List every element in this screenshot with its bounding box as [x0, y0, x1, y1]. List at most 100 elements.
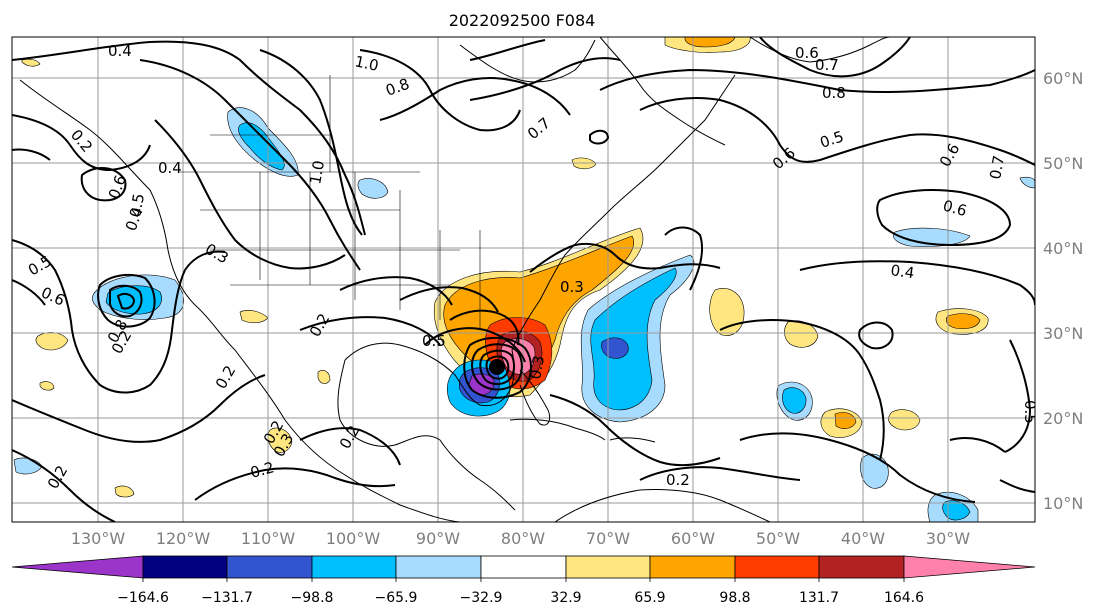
colorbar-tick-labels: −164.6 −131.7 −98.8 −65.9 −32.9 32.9 65.… [117, 590, 924, 606]
contour-label: 1.0 [353, 52, 380, 75]
colorbar-tick-label: 65.9 [634, 590, 665, 606]
colorbar-tick-label: 32.9 [550, 590, 581, 606]
contour-label: 0.7 [986, 154, 1008, 181]
contour-label: 0.2 [248, 458, 276, 482]
north-america-west-coast [19, 79, 461, 522]
south-america [554, 489, 771, 522]
cold-anomaly-east-3-core [942, 500, 971, 521]
colorbar-bin [311, 555, 397, 579]
lat-label: 20°N [1043, 409, 1083, 428]
contour-label: 0.7 [815, 56, 839, 74]
storm-ring-2 [471, 343, 523, 391]
colorbar-tick-label: 131.7 [799, 590, 839, 606]
cold-anomaly-atlantic-inner [590, 267, 677, 411]
colorbar-extend-low [11, 555, 144, 579]
colorbar-tick-label: −32.9 [460, 590, 503, 606]
colorbar-tick-label: −131.7 [201, 590, 253, 606]
contour-3 [154, 119, 346, 270]
contour-14 [12, 148, 51, 161]
contour-label: 0.2 [666, 471, 690, 489]
contour-label: 0.5 [126, 192, 148, 219]
colorbar-tick-label: −65.9 [375, 590, 418, 606]
contour-layer [12, 37, 1035, 522]
contour-23 [194, 467, 396, 501]
contour-label: 0.4 [158, 159, 182, 177]
graticule [12, 37, 1035, 522]
contour-18 [97, 273, 156, 328]
colorbar-bin [395, 555, 482, 579]
contour-27 [399, 286, 499, 313]
colorbar-bin [226, 555, 313, 579]
lon-label: 110°W [241, 529, 296, 548]
contour-4 [139, 59, 361, 271]
contour-7 [379, 77, 571, 121]
contour-17 [12, 279, 46, 306]
hispaniola [609, 437, 656, 443]
colorbar-bin [649, 555, 736, 579]
colorbar-bin [565, 555, 651, 579]
gulf-coast [344, 74, 736, 407]
chart-title: 2022092500 F084 [449, 11, 596, 30]
contour-34 [739, 432, 976, 503]
contour-40 [949, 437, 1006, 453]
colorbar-bin [142, 555, 228, 579]
lat-label: 60°N [1043, 69, 1083, 88]
colorbar [11, 555, 1036, 582]
contour-label: 0.3 [560, 278, 584, 296]
lon-label: 80°W [501, 529, 545, 548]
contour-1 [12, 40, 366, 236]
storm-ring-4 [485, 355, 510, 380]
contour-22 [12, 449, 116, 522]
lat-label: 30°N [1043, 324, 1083, 343]
contour-26 [299, 316, 441, 346]
labrador [599, 37, 726, 146]
colorbar-tick-label: 164.6 [884, 590, 924, 606]
contour-6 [359, 49, 521, 132]
cold-anomaly-east-2 [860, 453, 889, 489]
storm-ring-3 [479, 349, 515, 386]
lon-label: 130°W [71, 529, 126, 548]
contour-19 [109, 284, 143, 318]
contour-33 [719, 319, 885, 461]
contour-16 [12, 239, 226, 394]
contour-29 [424, 327, 526, 363]
contour-36 [858, 321, 894, 350]
storm-ring-1 [463, 336, 532, 399]
contour-label: 0.6 [941, 196, 969, 220]
contour-label: 0.6 [795, 44, 819, 62]
lat-label: 10°N [1043, 494, 1083, 513]
mexico-coast [337, 359, 516, 511]
contour-25 [339, 276, 453, 306]
colorbar-bin [734, 555, 820, 579]
colorbar-extend-high [903, 555, 1036, 579]
contour-label: 0.4 [108, 42, 132, 60]
contour-37 [1004, 339, 1032, 453]
warm-anomaly-9 [114, 485, 135, 498]
colorbar-tick-label: −164.6 [117, 590, 169, 606]
warm-anomaly-13 [39, 381, 55, 391]
colorbar-tick-label: 98.8 [719, 590, 750, 606]
colorbar-bin [818, 555, 905, 579]
contour-32 [639, 466, 801, 481]
contour-11 [639, 97, 1035, 166]
contour-38 [664, 226, 703, 291]
warm-anomaly-5 [888, 409, 921, 431]
lon-label: 60°W [671, 529, 715, 548]
cold-anomaly-rockies-core [238, 122, 285, 171]
contour-31 [549, 394, 721, 467]
cold-anomaly-right-edge [1019, 176, 1035, 189]
contour-13 [876, 189, 1012, 247]
cold-anomaly-greatlakes [357, 178, 389, 199]
contour-15 [80, 167, 127, 202]
storm-center-marker [489, 359, 505, 375]
contour-9 [469, 39, 546, 61]
contour-20 [116, 292, 136, 310]
contour-41 [999, 479, 1035, 493]
contour-12 [759, 37, 911, 78]
contour-39 [589, 129, 610, 145]
warm-anomaly-3-core [945, 313, 981, 330]
contour-24 [299, 427, 401, 466]
lon-label: 70°W [586, 529, 630, 548]
contour-label: 0.4 [889, 261, 915, 282]
cold-anomaly-east-1-core [782, 387, 807, 414]
